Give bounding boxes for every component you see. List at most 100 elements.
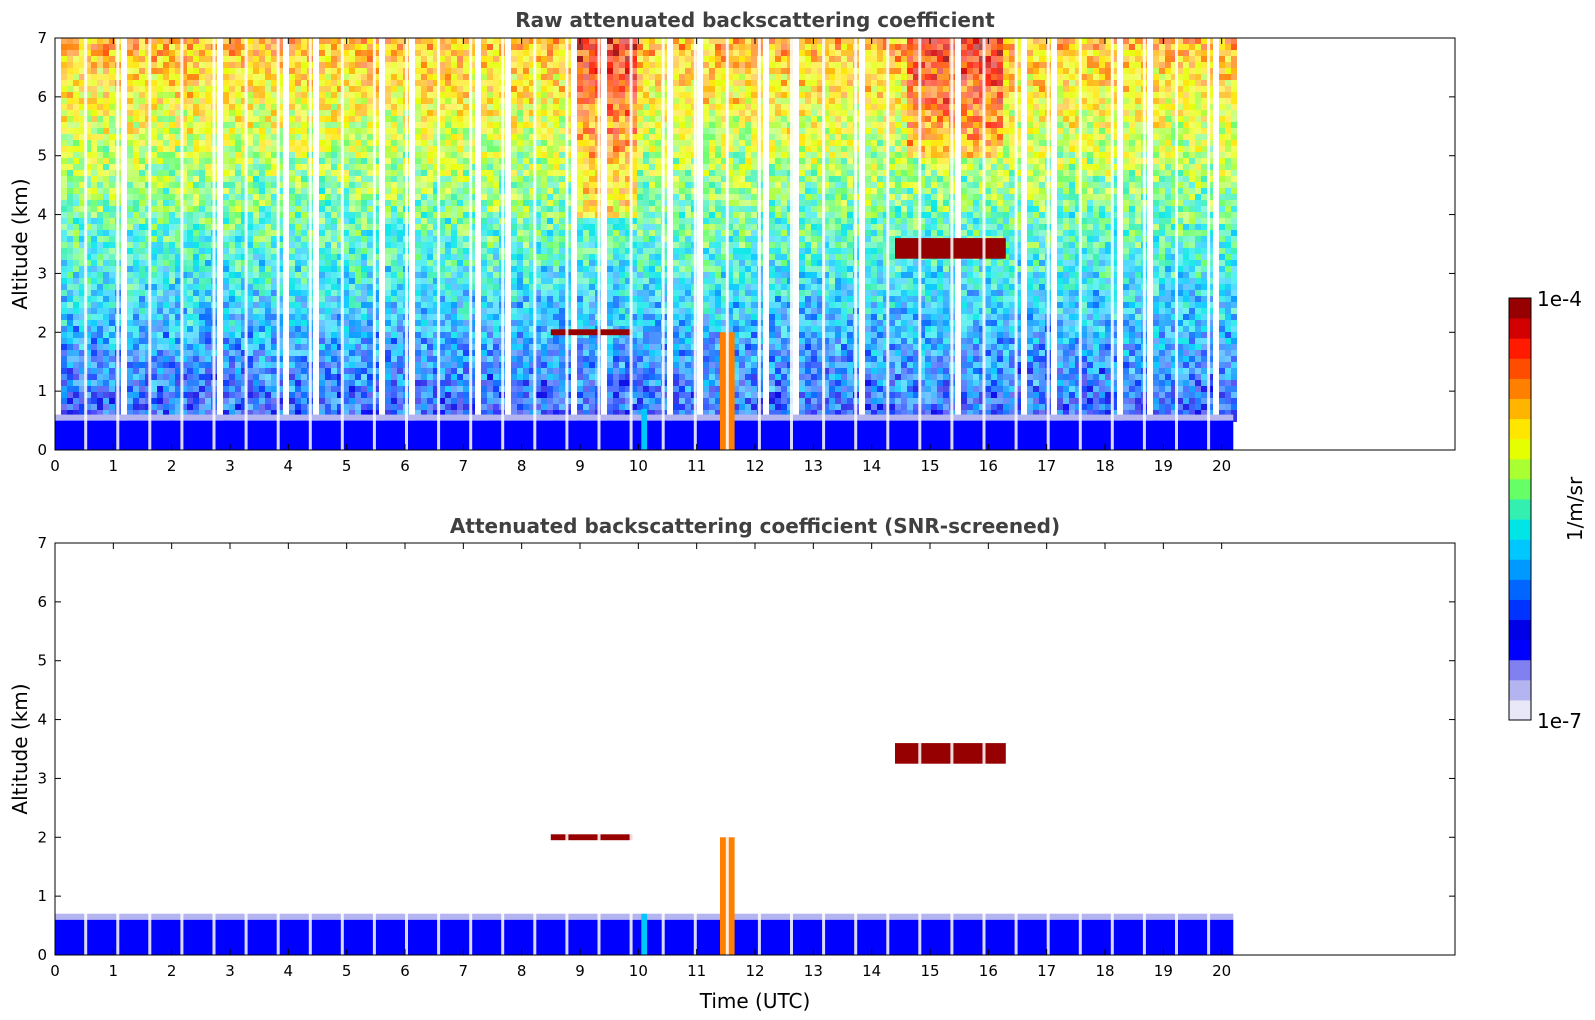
heatmap-cell	[163, 410, 169, 416]
heatmap-cell	[253, 182, 259, 188]
heatmap-cell	[127, 80, 133, 86]
heatmap-cell	[61, 170, 67, 176]
heatmap-cell	[97, 44, 103, 50]
heatmap-cell	[481, 38, 487, 44]
heatmap-cell	[97, 344, 103, 350]
heatmap-cell	[427, 146, 433, 152]
heatmap-cell	[253, 158, 259, 164]
heatmap-cell	[247, 134, 253, 140]
heatmap-cell	[157, 128, 163, 134]
heatmap-cell	[547, 200, 553, 206]
heatmap-cell	[139, 44, 145, 50]
heatmap-cell	[193, 182, 199, 188]
heatmap-cell	[259, 302, 265, 308]
heatmap-cell	[169, 146, 175, 152]
heatmap-cell	[361, 308, 367, 314]
heatmap-cell	[415, 392, 421, 398]
heatmap-cell	[235, 62, 241, 68]
heatmap-cell	[271, 236, 277, 242]
heatmap-cell	[91, 248, 97, 254]
heatmap-cell	[199, 128, 205, 134]
heatmap-cell	[61, 266, 67, 272]
heatmap-cell	[433, 182, 439, 188]
heatmap-cell	[67, 182, 73, 188]
heatmap-cell	[451, 398, 457, 404]
heatmap-cell	[445, 110, 451, 116]
heatmap-cell	[451, 62, 457, 68]
heatmap-cell	[205, 278, 211, 284]
heatmap-cell	[157, 386, 163, 392]
heatmap-cell	[97, 230, 103, 236]
heatmap-cell	[331, 110, 337, 116]
heatmap-cell	[61, 302, 67, 308]
heatmap-cell	[385, 122, 391, 128]
heatmap-cell	[559, 218, 565, 224]
heatmap-cell	[235, 254, 241, 260]
heatmap-cell	[349, 200, 355, 206]
heatmap-cell	[529, 320, 535, 326]
heatmap-cell	[229, 176, 235, 182]
heatmap-cell	[109, 128, 115, 134]
heatmap-cell	[385, 44, 391, 50]
heatmap-cell	[535, 110, 541, 116]
heatmap-cell	[361, 56, 367, 62]
heatmap-cell	[127, 92, 133, 98]
heatmap-cell	[337, 152, 343, 158]
heatmap-cell	[277, 212, 283, 218]
heatmap-cell	[559, 134, 565, 140]
heatmap-cell	[367, 98, 373, 104]
heatmap-cell	[523, 188, 529, 194]
heatmap-cell	[175, 410, 181, 416]
heatmap-cell	[487, 248, 493, 254]
heatmap-cell	[271, 218, 277, 224]
heatmap-cell	[193, 74, 199, 80]
heatmap-cell	[493, 62, 499, 68]
heatmap-cell	[265, 398, 271, 404]
heatmap-cell	[247, 86, 253, 92]
heatmap-cell	[391, 128, 397, 134]
heatmap-cell	[241, 290, 247, 296]
heatmap-cell	[151, 182, 157, 188]
heatmap-cell	[103, 284, 109, 290]
heatmap-cell	[139, 380, 145, 386]
heatmap-cell	[103, 254, 109, 260]
heatmap-cell	[547, 290, 553, 296]
heatmap-cell	[265, 212, 271, 218]
heatmap-cell	[175, 62, 181, 68]
heatmap-cell	[145, 320, 151, 326]
heatmap-cell	[289, 386, 295, 392]
heatmap-cell	[481, 122, 487, 128]
heatmap-cell	[421, 260, 427, 266]
heatmap-cell	[331, 326, 337, 332]
heatmap-cell	[439, 380, 445, 386]
heatmap-cell	[577, 314, 583, 320]
heatmap-cell	[247, 158, 253, 164]
heatmap-cell	[175, 116, 181, 122]
heatmap-cell	[331, 404, 337, 410]
heatmap-cell	[433, 380, 439, 386]
heatmap-cell	[97, 350, 103, 356]
heatmap-cell	[301, 326, 307, 332]
heatmap-cell	[139, 344, 145, 350]
heatmap-cell	[97, 158, 103, 164]
heatmap-cell	[235, 374, 241, 380]
heatmap-cell	[247, 392, 253, 398]
heatmap-cell	[415, 200, 421, 206]
heatmap-cell	[361, 392, 367, 398]
heatmap-cell	[247, 98, 253, 104]
heatmap-cell	[325, 188, 331, 194]
heatmap-cell	[427, 140, 433, 146]
heatmap-cell	[187, 140, 193, 146]
heatmap-cell	[547, 212, 553, 218]
heatmap-cell	[109, 200, 115, 206]
heatmap-cell	[493, 212, 499, 218]
heatmap-cell	[205, 86, 211, 92]
heatmap-cell	[559, 296, 565, 302]
heatmap-cell	[373, 98, 379, 104]
heatmap-cell	[187, 170, 193, 176]
heatmap-cell	[169, 314, 175, 320]
heatmap-cell	[253, 272, 259, 278]
heatmap-cell	[493, 230, 499, 236]
heatmap-cell	[295, 230, 301, 236]
heatmap-cell	[487, 188, 493, 194]
